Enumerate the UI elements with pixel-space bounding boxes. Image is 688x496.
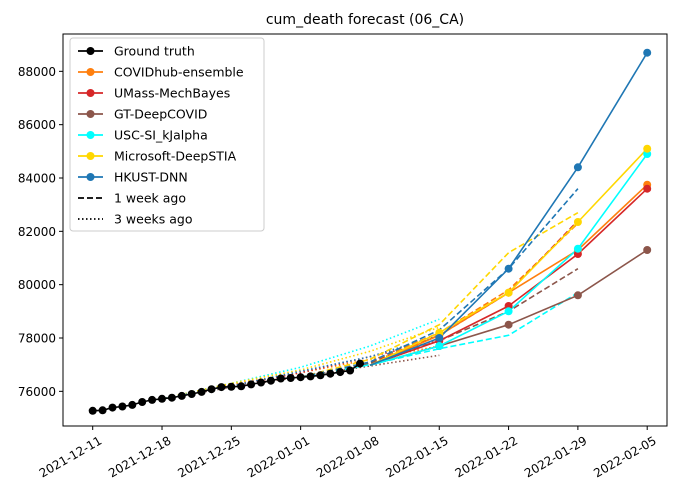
x-tick-label: 2021-12-11	[37, 433, 104, 480]
ground-truth-point	[296, 373, 305, 382]
one-week-ago-line-covidhub-ensemble	[300, 222, 579, 378]
legend-label-hkust-dnn: HKUST-DNN	[114, 170, 188, 185]
ground-truth-point	[207, 385, 216, 394]
ground-truth-point	[266, 376, 275, 385]
y-axis: 76000 78000 80000 82000 84000 86000 88000	[18, 65, 63, 399]
forecast-point-usc-si-kjalpha	[573, 244, 582, 253]
y-tick-label: 76000	[18, 385, 56, 399]
three-weeks-ago-line-hkust-dnn	[161, 334, 440, 400]
ground-truth-point	[306, 372, 315, 381]
ground-truth-point	[276, 374, 285, 383]
ground-truth-point	[237, 382, 246, 391]
x-tick-label: 2022-01-22	[453, 433, 520, 480]
plot-frame	[62, 33, 668, 427]
x-tick-label: 2022-01-15	[383, 433, 450, 480]
ground-truth-point	[316, 371, 325, 380]
three-weeks-ago-line-microsoft-deepstia	[161, 326, 440, 400]
legend-label-umass-mechbayes: UMass-MechBayes	[114, 86, 230, 101]
ground-truth-point	[346, 366, 355, 375]
forecast-point-hkust-dnn	[504, 264, 513, 273]
legend-label-1-week-ago: 1 week ago	[114, 191, 186, 206]
forecast-line-usc-si-kjalpha	[369, 153, 648, 366]
x-tick-label: 2022-01-01	[245, 433, 312, 480]
ground-truth-point	[167, 393, 176, 402]
ground-truth-point	[286, 374, 295, 382]
legend-marker-umass-mechbayes	[86, 89, 95, 97]
forecast-point-gt-deepcovid	[643, 246, 652, 254]
y-tick-label: 78000	[18, 332, 56, 346]
y-tick-label: 82000	[18, 225, 56, 239]
legend: Ground truth COVIDhub-ensemble UMass-MechB…	[69, 37, 265, 232]
forecast-line-hkust-dnn	[369, 52, 648, 366]
legend-marker-microsoft-deepstia	[86, 152, 95, 160]
ground-truth-point	[88, 406, 97, 415]
forecast-point-umass-mechbayes	[643, 184, 652, 193]
forecast-point-microsoft-deepstia	[573, 218, 582, 226]
ground-truth-point	[128, 400, 137, 409]
forecast-point-usc-si-kjalpha	[435, 342, 444, 350]
chart-title: cum_death forecast (06_CA)	[266, 12, 464, 28]
ground-truth-point	[108, 403, 117, 412]
three-weeks-ago-line-umass-mechbayes	[161, 339, 440, 400]
forecast-point-hkust-dnn	[643, 48, 652, 57]
legend-marker-gt-deepcovid	[86, 110, 95, 118]
forecast-point-hkust-dnn	[573, 163, 582, 172]
ground-truth-point	[356, 359, 364, 368]
ground-truth-point	[227, 382, 236, 391]
x-tick-label: 2022-02-05	[591, 433, 658, 480]
y-tick-label: 84000	[18, 172, 56, 186]
ground-truth-point	[98, 406, 107, 415]
legend-label-gt-deepcovid: GT-DeepCOVID	[114, 107, 207, 122]
ground-truth-point	[217, 383, 226, 392]
forecast-point-hkust-dnn	[435, 334, 444, 342]
ground-truth-point	[247, 380, 256, 389]
x-tick-label: 2022-01-29	[522, 433, 589, 480]
ground-truth-point	[257, 378, 265, 387]
ground-truth-point	[336, 368, 345, 377]
ground-truth-point	[187, 390, 196, 398]
forecast-point-gt-deepcovid	[504, 320, 513, 329]
y-tick-label: 88000	[18, 65, 56, 79]
legend-label-3-weeks-ago: 3 weeks ago	[114, 212, 193, 227]
legend-label-usc-si-kjalpha: USC-SI_kJalpha	[114, 128, 208, 143]
three-weeks-ago-line-usc-si-kjalpha	[161, 318, 440, 400]
x-tick-label: 2021-12-25	[175, 433, 242, 480]
legend-label-ground-truth: Ground truth	[114, 44, 195, 59]
forecast-point-gt-deepcovid	[573, 291, 582, 300]
one-week-ago-line-microsoft-deepstia	[300, 212, 579, 378]
ground-truth-point	[158, 394, 166, 403]
legend-label-microsoft-deepstia: Microsoft-DeepSTIA	[114, 149, 237, 164]
y-tick-label: 80000	[18, 278, 56, 292]
legend-box	[69, 37, 265, 232]
one-week-ago-line-umass-mechbayes	[300, 220, 579, 378]
ground-truth-line	[92, 362, 361, 412]
legend-marker-ground-truth	[86, 47, 95, 55]
ground-truth-point	[138, 398, 147, 406]
legend-marker-usc-si-kjalpha	[86, 131, 95, 139]
ground-truth-point	[177, 391, 186, 400]
legend-marker-hkust-dnn	[86, 173, 95, 181]
ground-truth-point	[118, 402, 127, 411]
legend-label-covidhub-ensemble: COVIDhub-ensemble	[114, 65, 244, 80]
forecast-point-microsoft-deepstia	[643, 144, 652, 153]
forecast-point-usc-si-kjalpha	[504, 307, 513, 316]
forecast-point-microsoft-deepstia	[504, 288, 513, 297]
ground-truth-point	[197, 387, 206, 396]
forecast-line-microsoft-deepstia	[369, 148, 648, 366]
legend-marker-covidhub-ensemble	[86, 68, 95, 76]
x-tick-label: 2021-12-18	[106, 433, 173, 480]
y-tick-label: 86000	[18, 118, 56, 132]
ground-truth-point	[148, 395, 157, 404]
one-week-ago-line-gt-deepcovid	[300, 268, 579, 378]
x-tick-label: 2022-01-08	[314, 433, 381, 480]
plot-markers	[88, 48, 652, 415]
x-axis: 2021-12-11 2021-12-18 2021-12-25 2022-01-01…	[37, 426, 659, 480]
ground-truth-point	[326, 369, 335, 378]
